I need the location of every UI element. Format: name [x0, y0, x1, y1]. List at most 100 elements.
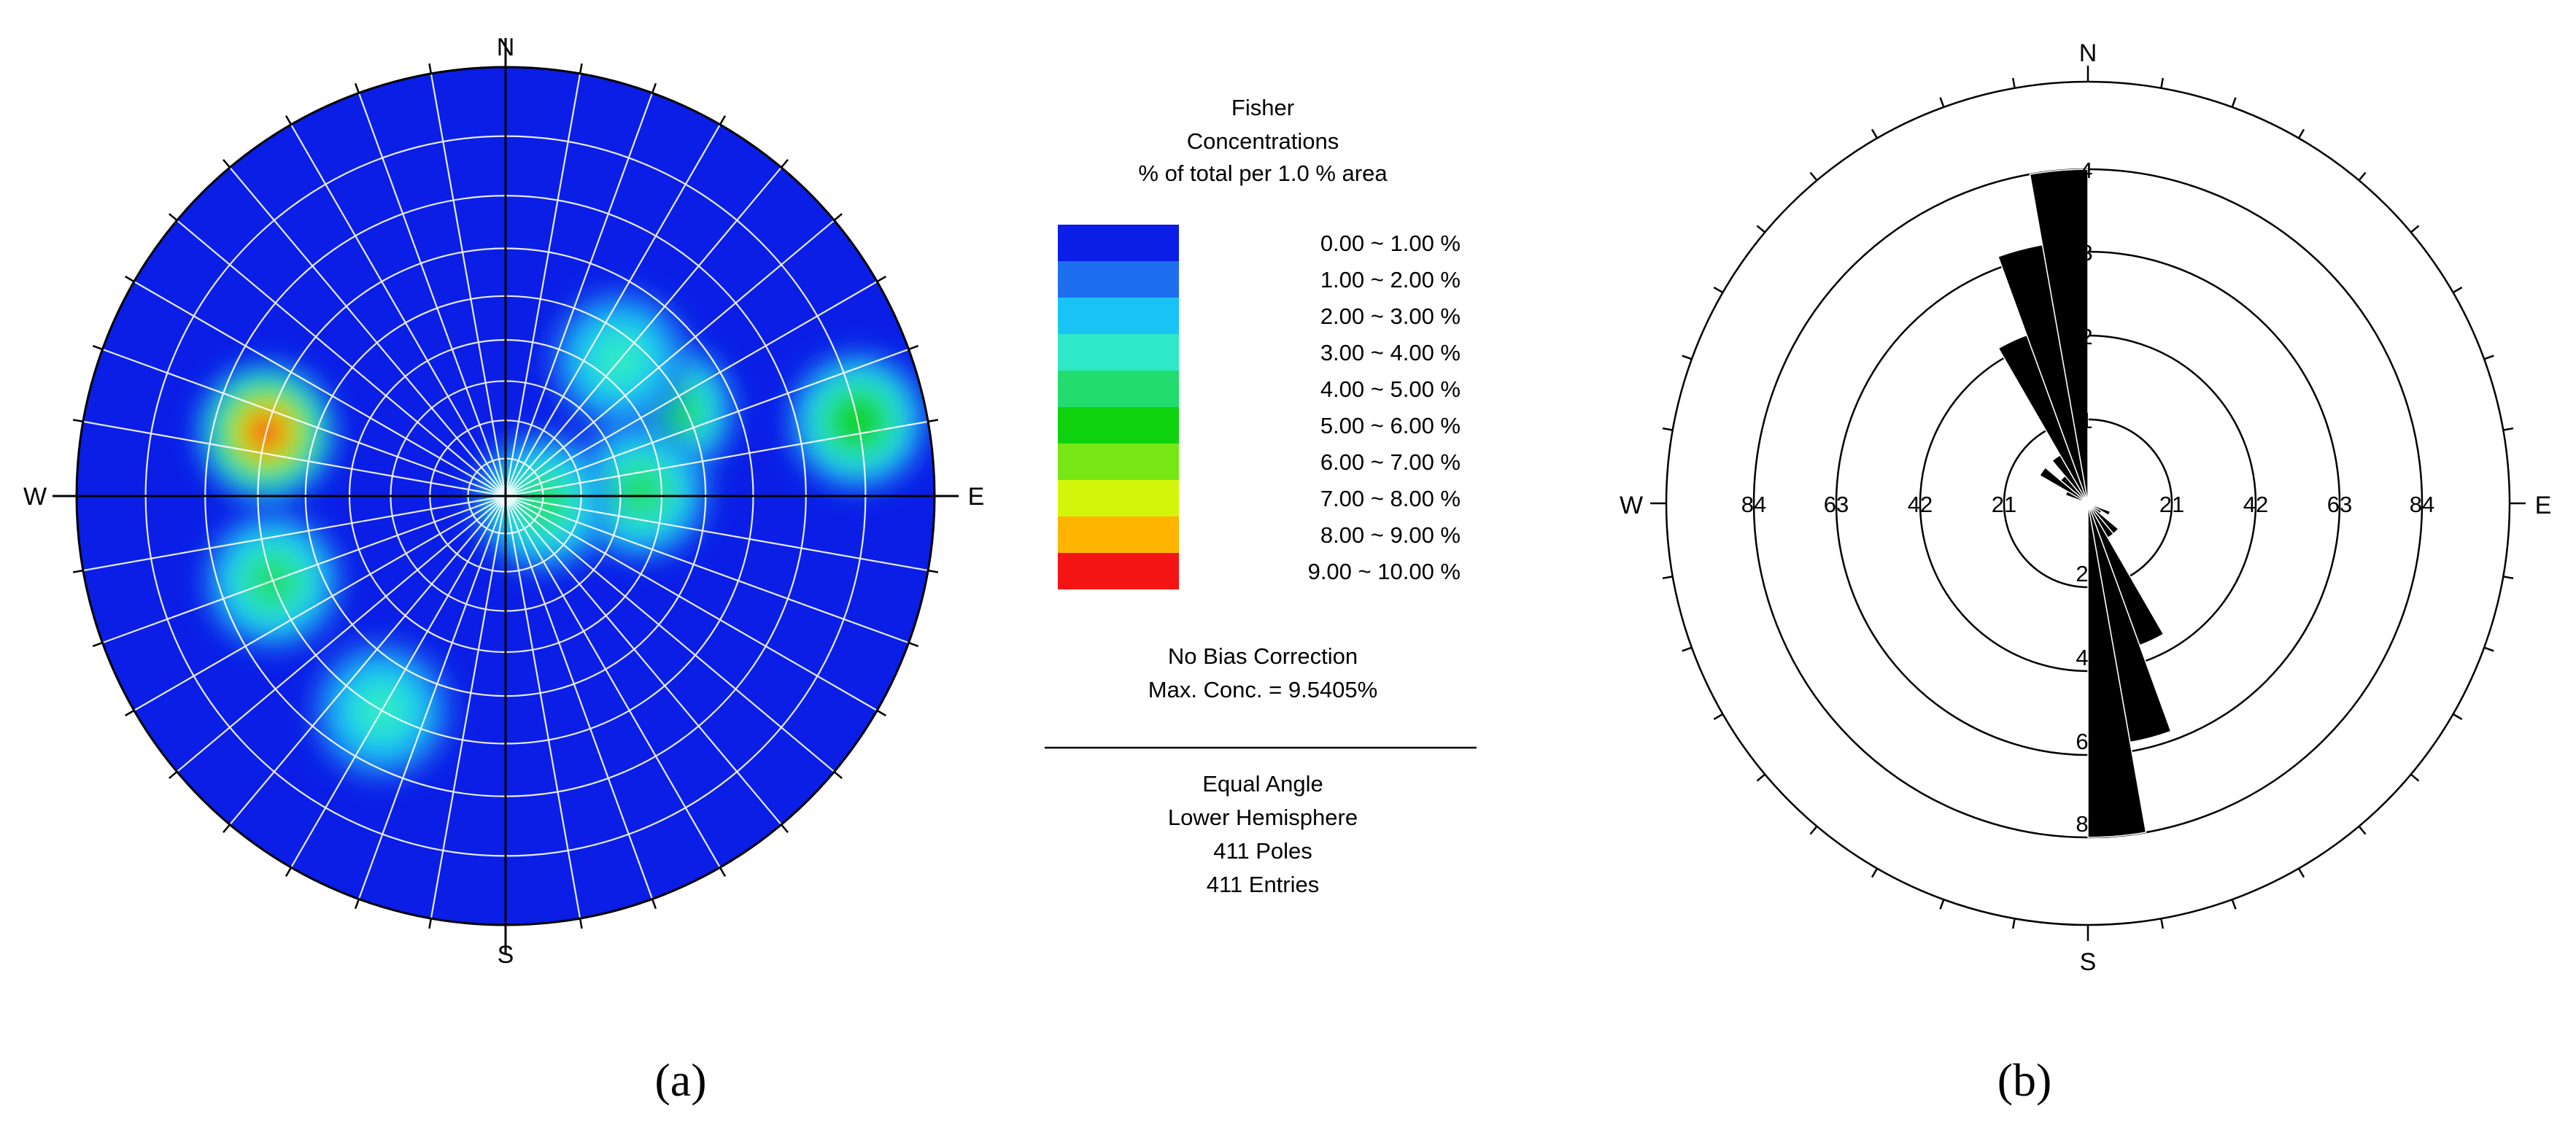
legend-label: 0.00 ~ 1.00 % [1320, 231, 1461, 256]
rose-tick [1682, 355, 1693, 360]
grid-radial [505, 495, 909, 644]
legend-swatch [1058, 516, 1179, 553]
legend-swatch [1058, 444, 1179, 480]
net-tick [354, 899, 360, 910]
legend-swatch [1058, 371, 1179, 407]
rose-tick [2483, 646, 2494, 652]
net-tick [579, 63, 583, 74]
grid-radial [82, 420, 506, 497]
max-concentration: Max. Conc. = 9.5405% [1148, 677, 1377, 702]
rose-tick [1756, 225, 1766, 233]
legend-swatch [1058, 407, 1179, 444]
rose-tick [2231, 899, 2237, 910]
grid-radial [176, 495, 506, 772]
rose-tick [1939, 97, 1945, 108]
legend-title-line-2: Concentrations [1187, 128, 1339, 154]
rose-petal [1997, 244, 2089, 504]
rose-tick [1756, 773, 1766, 782]
net-tick [428, 63, 433, 74]
grid-radial [505, 495, 878, 711]
legend-swatch [1058, 261, 1179, 298]
net-tick [223, 159, 231, 169]
legend-label: 2.00 ~ 3.00 % [1320, 303, 1461, 329]
grid-radial [505, 420, 929, 497]
grid-radial [357, 495, 507, 899]
entry-count: 411 Entries [1207, 872, 1320, 897]
rose-tick [2297, 867, 2305, 878]
rose-ring-value-west: 21 [1992, 492, 2016, 517]
grid-radial [229, 495, 506, 826]
legend-label: 8.00 ~ 9.00 % [1320, 522, 1461, 548]
rose-ring-value-north: 3 [2080, 240, 2092, 266]
net-tick [285, 867, 293, 877]
rose-petals [1997, 169, 2172, 838]
legend: Fisher Concentrations % of total per 1.0… [1045, 95, 1477, 897]
net-tick [651, 82, 657, 93]
rose-petal [2065, 490, 2089, 504]
grid-radial [290, 495, 506, 868]
rose-tick [1809, 825, 1818, 835]
bias-note: No Bias Correction [1168, 643, 1358, 669]
grid-radial [504, 495, 654, 899]
legend-swatch [1058, 553, 1179, 589]
legend-label: 5.00 ~ 6.00 % [1320, 413, 1461, 438]
net-tick [719, 115, 727, 125]
rose-petal [2087, 503, 2147, 838]
rose-tick [2297, 128, 2305, 139]
legend-swatch [1058, 480, 1179, 516]
grid-radial [505, 495, 929, 572]
grid-radial [430, 495, 507, 919]
net-tick [833, 771, 843, 779]
projection-type: Equal Angle [1202, 771, 1323, 797]
grid-radial [82, 495, 506, 572]
east-label: E [968, 483, 985, 511]
rose-tick [1713, 286, 1724, 294]
grid-radial [102, 348, 506, 497]
net-tick [169, 213, 178, 221]
legend-title-line-3: % of total per 1.0 % area [1138, 160, 1388, 186]
caption-b: (b) [1997, 1054, 2052, 1106]
rose-tick [2452, 286, 2463, 294]
legend-swatch [1058, 298, 1179, 334]
net-tick [908, 344, 919, 351]
net-tick [125, 275, 135, 283]
rose-tick [2503, 576, 2514, 580]
stereonet-ticks [66, 57, 945, 935]
south-label: S [498, 941, 514, 969]
net-tick [72, 569, 84, 573]
rose-ring-value-east: 84 [2410, 492, 2434, 517]
legend-label: 6.00 ~ 7.00 % [1320, 449, 1461, 475]
grid-radial [505, 166, 782, 497]
rose-ring-value-east: 63 [2327, 492, 2352, 517]
legend-label: 1.00 ~ 2.00 % [1320, 267, 1461, 293]
grid-radial [102, 495, 506, 644]
rose-tick [2011, 918, 2016, 929]
grid-radial [134, 495, 506, 711]
legend-swatch [1058, 225, 1179, 261]
rose-petal [2038, 466, 2089, 504]
net-tick [908, 641, 919, 648]
grid-radial [504, 73, 581, 497]
rose-tick [1871, 128, 1879, 139]
net-tick [125, 709, 135, 717]
rose-ring-value-south: 2 [2076, 561, 2088, 586]
caption-a: (a) [654, 1054, 706, 1106]
net-tick [833, 213, 843, 221]
rose-tick [2410, 773, 2420, 782]
legend-label: 7.00 ~ 8.00 % [1320, 486, 1461, 511]
rose-tick [2011, 77, 2016, 88]
rose-tick [2358, 171, 2367, 182]
rose-ring-value-south: 8 [2076, 811, 2088, 837]
rose-ring-value-north: 2 [2080, 324, 2092, 349]
net-tick [92, 344, 103, 351]
grid-radial [505, 220, 835, 497]
grid-radial [176, 220, 506, 497]
net-tick [285, 115, 293, 125]
grid-radial [430, 73, 507, 497]
grid-radial [504, 495, 581, 919]
grid-radial [229, 166, 506, 497]
grid-radial [505, 281, 878, 497]
rose-tick [1713, 713, 1724, 721]
